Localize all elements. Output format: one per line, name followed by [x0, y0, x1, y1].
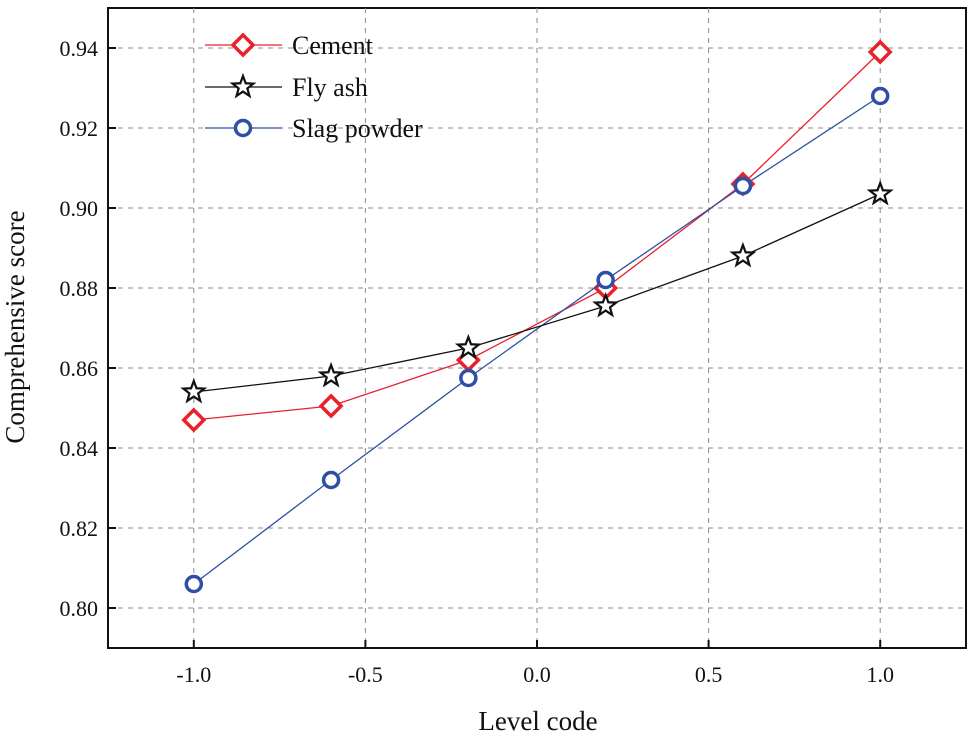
legend-marker-slag-powder	[233, 118, 253, 138]
data-point-slag-powder	[733, 176, 753, 196]
legend-label-fly-ash: Fly ash	[292, 73, 368, 102]
legend-label-slag-powder: Slag powder	[292, 114, 423, 143]
y-tick-label: 0.88	[60, 276, 99, 301]
legend-label-cement: Cement	[292, 31, 374, 60]
data-point-slag-powder	[459, 368, 478, 388]
data-point-fly-ash	[729, 241, 757, 268]
legend-item-fly-ash: Fly ash	[205, 72, 368, 102]
x-tick-label: -1.0	[176, 662, 211, 687]
x-tick-label: 0.0	[523, 662, 551, 687]
data-point-cement	[318, 393, 344, 419]
data-point-fly-ash	[866, 179, 894, 206]
y-axis-title: Comprehensive score	[0, 210, 30, 443]
y-tick-label: 0.92	[60, 116, 99, 141]
data-point-fly-ash	[317, 361, 345, 388]
data-point-slag-powder	[596, 270, 615, 290]
series-line-fly-ash	[193, 193, 881, 393]
axis-ticks: -1.0 -0.5 0.0 0.5 1.0 0.80 0.82 0.84 0.86 0.88 0.9…	[60, 36, 894, 687]
data-point-cement	[181, 407, 207, 433]
x-tick-label: 1.0	[866, 662, 894, 687]
series-line-slag-powder	[193, 95, 881, 585]
x-tick-label: 0.5	[695, 662, 723, 687]
data-point-fly-ash	[180, 377, 208, 404]
legend: Cement Fly ash Slag powder	[205, 31, 423, 143]
data-point-cement	[867, 39, 893, 65]
data-point-fly-ash	[592, 291, 620, 318]
y-tick-label: 0.82	[60, 516, 99, 541]
legend-item-cement: Cement	[205, 31, 374, 60]
y-tick-label: 0.86	[60, 356, 99, 381]
y-tick-label: 0.84	[60, 436, 99, 461]
data-point-slag-powder	[321, 470, 341, 490]
data-series	[180, 39, 894, 594]
legend-marker-fly-ash	[229, 72, 257, 99]
y-tick-label: 0.94	[60, 36, 99, 61]
x-tick-label: -0.5	[348, 662, 383, 687]
legend-marker-cement	[230, 32, 256, 58]
x-axis-title: Level code	[478, 706, 597, 736]
y-tick-label: 0.80	[60, 596, 99, 621]
series-line-cement	[193, 51, 881, 421]
series-slag-powder	[184, 86, 890, 594]
data-point-fly-ash	[454, 333, 482, 360]
y-tick-label: 0.90	[60, 196, 99, 221]
data-point-slag-powder	[184, 574, 204, 594]
legend-item-slag-powder: Slag powder	[205, 114, 423, 143]
series-fly-ash	[180, 179, 894, 404]
data-point-slag-powder	[870, 86, 890, 106]
